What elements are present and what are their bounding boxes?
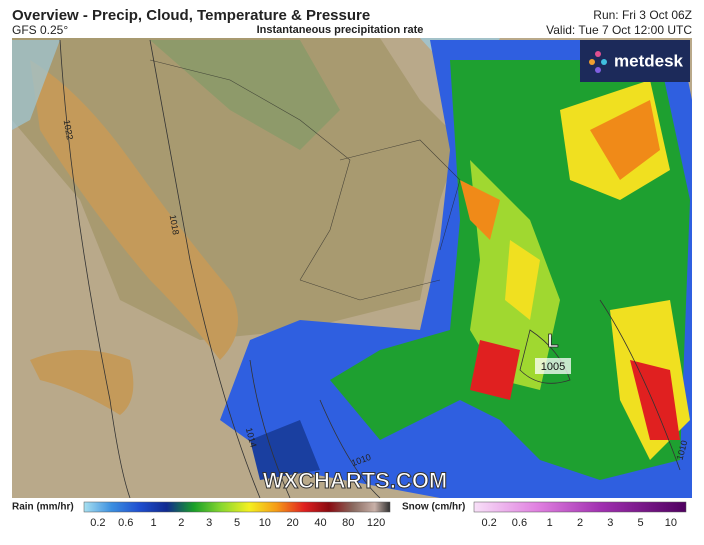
rain-tick-label: 5 (234, 517, 240, 529)
snow-tick-label: 1 (547, 517, 553, 529)
rain-tick-label: 40 (314, 517, 326, 529)
legend-ticks: 0.2 0.6 1 2 3 5 10 20 40 80 120 0.2 0.6 1 2 3 5 10 (90, 517, 677, 529)
low-pressure: 1005 (541, 361, 565, 373)
rain-tick-label: 120 (367, 517, 385, 529)
snow-colorbar (473, 501, 687, 513)
rain-tick-label: 20 (287, 517, 299, 529)
rain-legend-title: Rain (mm/hr) (12, 502, 74, 513)
map (12, 38, 692, 498)
rain-tick-label: 80 (342, 517, 354, 529)
rain-tick-label: 3 (206, 517, 212, 529)
watermark: WXCHARTS.COM (263, 468, 448, 493)
valid-time: Valid: Tue 7 Oct 12:00 UTC (546, 23, 692, 37)
rain-tick-label: 10 (259, 517, 271, 529)
rain-tick-label: 0.6 (118, 517, 133, 529)
logo-box (580, 40, 690, 82)
logo-text: metdesk (614, 51, 684, 70)
isobar-label: 1022 (62, 119, 75, 140)
snow-legend-title: Snow (cm/hr) (402, 502, 465, 513)
low-symbol: L (548, 331, 559, 351)
subtitle: Instantaneous precipitation rate (257, 24, 424, 36)
run-time: Run: Fri 3 Oct 06Z (593, 8, 692, 22)
snow-tick-label: 3 (607, 517, 613, 529)
logo-icon (589, 51, 607, 73)
snow-tick-label: 5 (638, 517, 644, 529)
model: GFS 0.25° (12, 23, 68, 37)
rain-colorbar (83, 501, 391, 513)
title: Overview - Precip, Cloud, Temperature & … (12, 7, 370, 24)
low-pressure-box (535, 358, 571, 374)
isobar-label: 1018 (168, 214, 181, 235)
snow-tick-label: 0.2 (481, 517, 496, 529)
rain-tick-label: 0.2 (90, 517, 105, 529)
rain-tick-label: 1 (150, 517, 156, 529)
snow-tick-label: 2 (577, 517, 583, 529)
rain-tick-label: 2 (178, 517, 184, 529)
snow-tick-label: 0.6 (512, 517, 527, 529)
snow-tick-label: 10 (665, 517, 677, 529)
